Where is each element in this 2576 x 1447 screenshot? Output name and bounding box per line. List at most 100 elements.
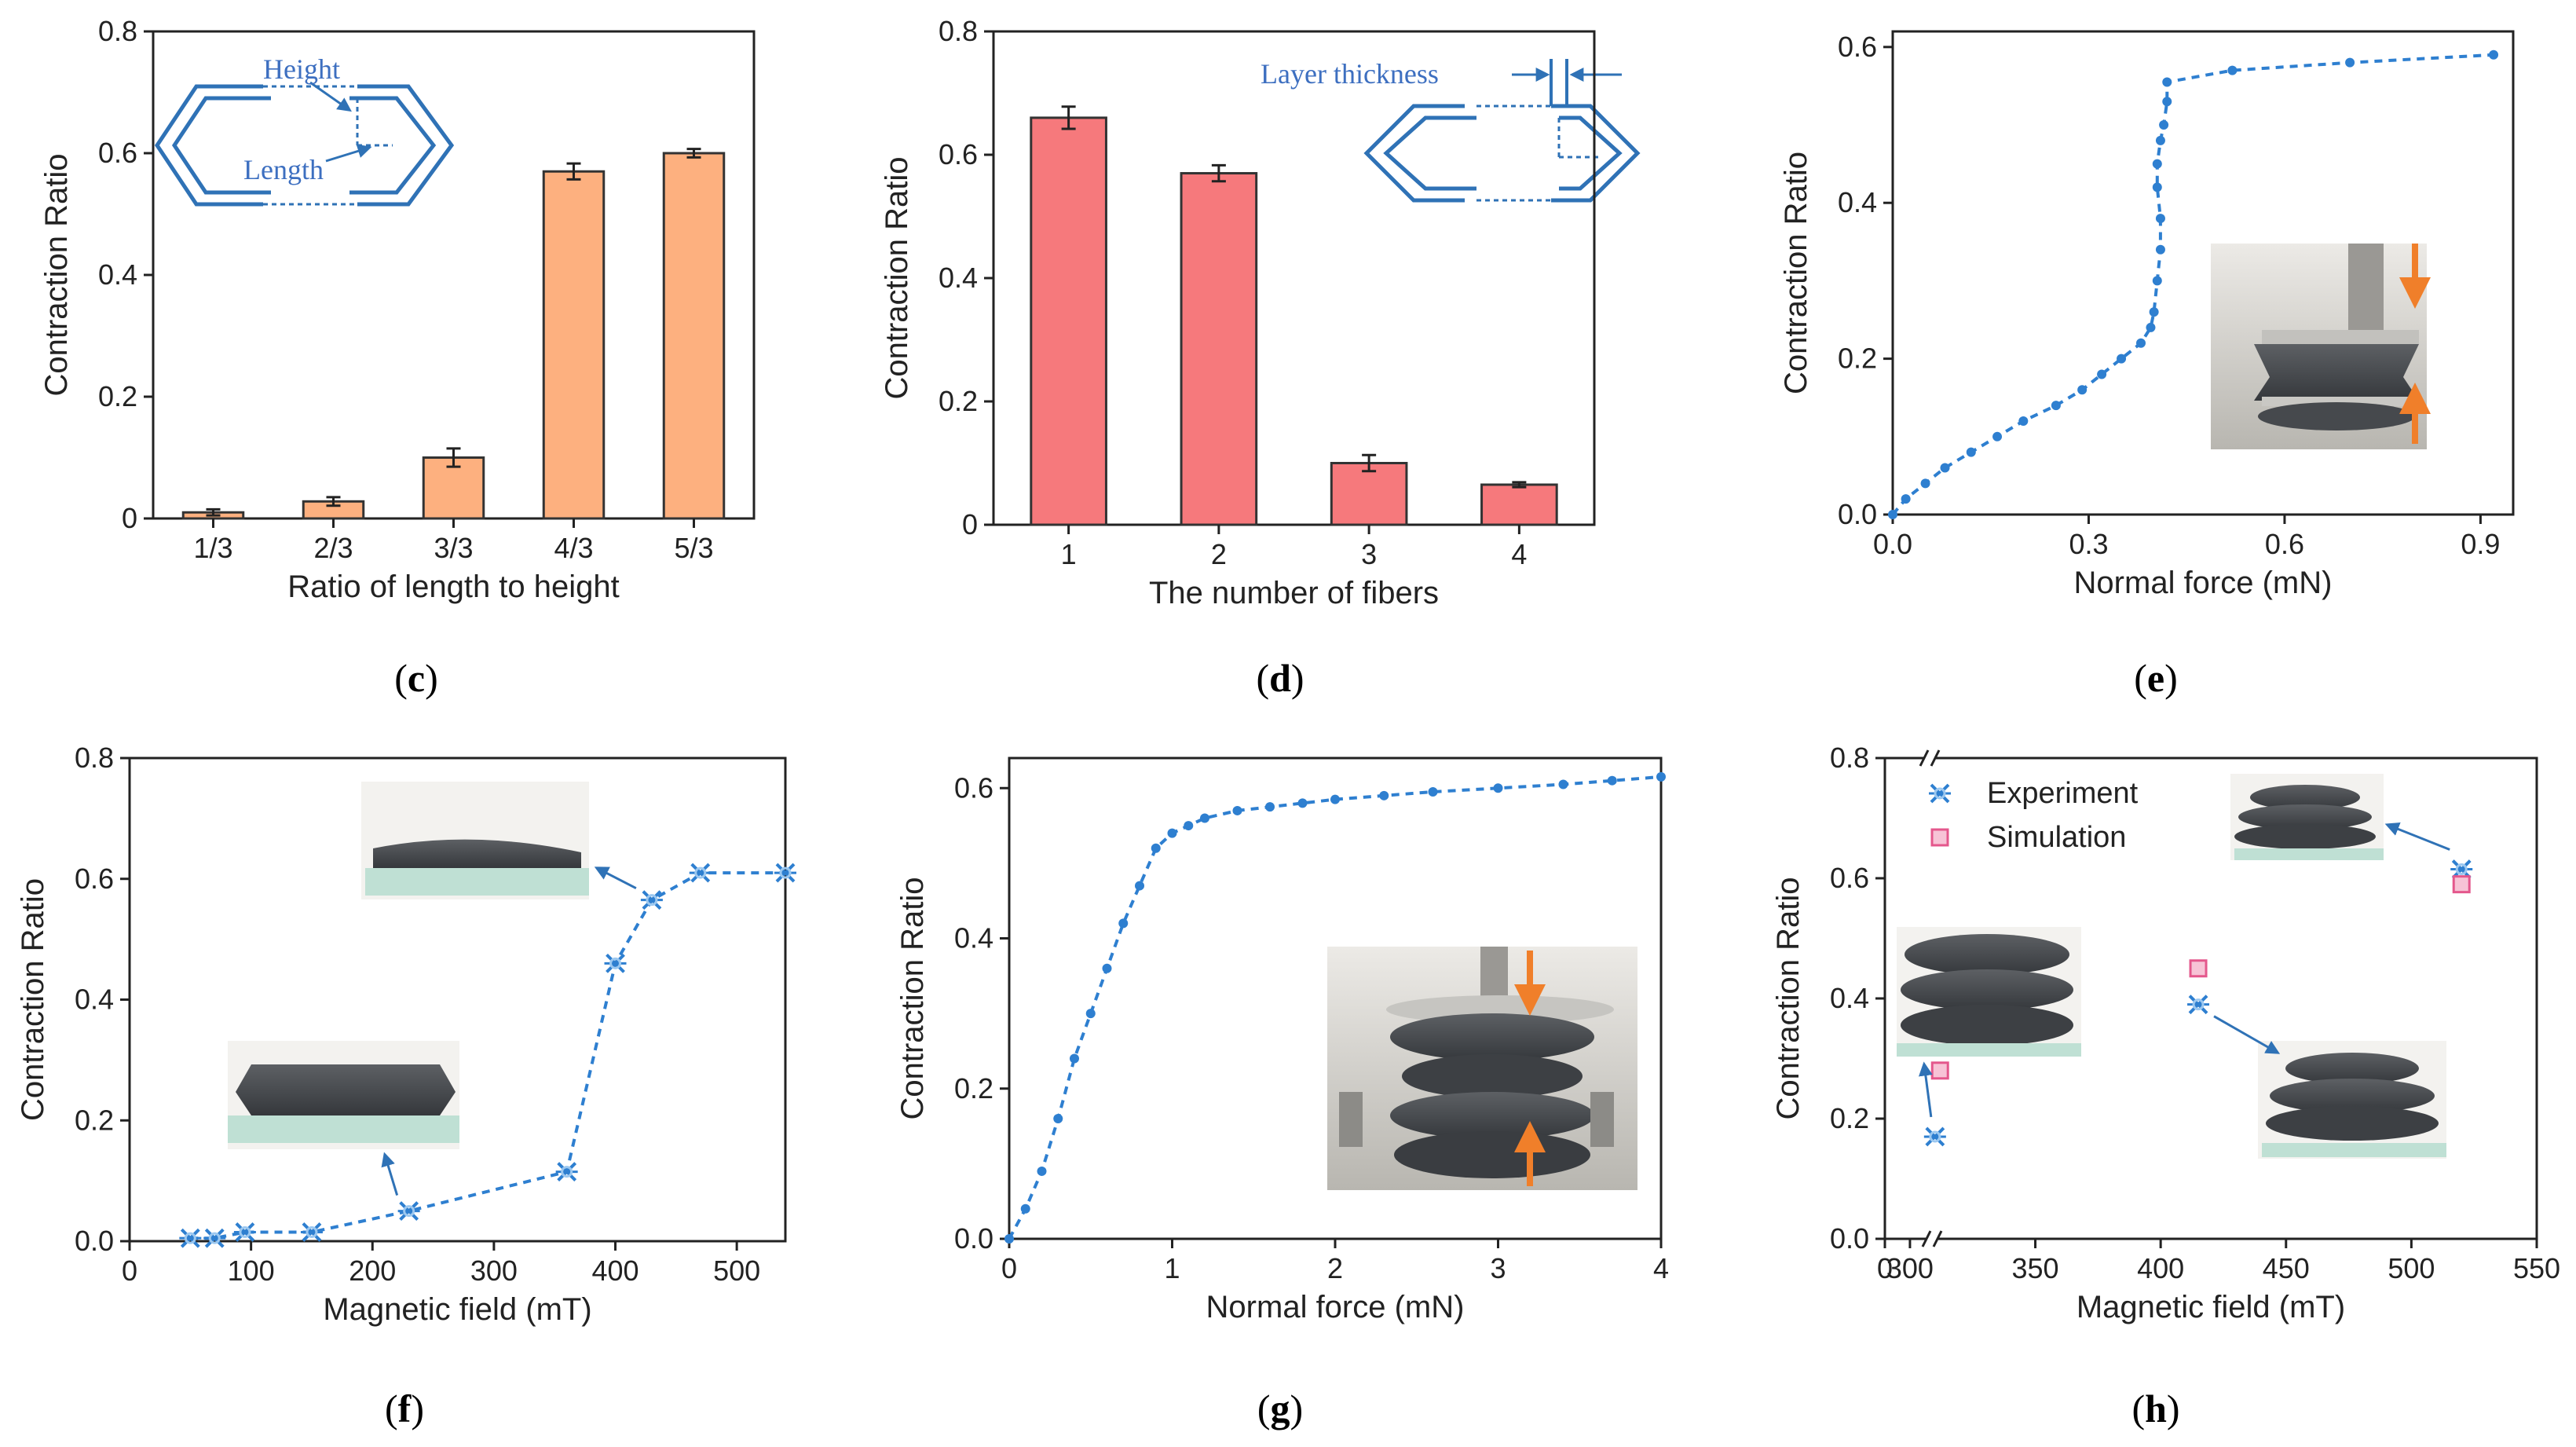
bar-d [1030,116,1107,526]
x-tick-label-h: 500 [2388,1252,2435,1284]
y-tick-label-f: 0.4 [75,984,114,1016]
data-point-g [1379,790,1389,800]
axis-break-mark [1919,749,1930,767]
x-tick-label-g: 3 [1490,1252,1506,1284]
y-tick-label-g: 0.2 [954,1072,993,1104]
sample-photo-h-left [1897,927,2081,1057]
y-axis-label-h: Contraction Ratio [1771,877,1806,1119]
y-axis-label-e: Contraction Ratio [1779,152,1813,394]
y-tick-label-d: 0.2 [939,385,978,417]
x-tick-label-f: 0 [122,1255,137,1287]
chart-g: 0.0 0.2 0.4 0.6 Contraction Ratio Normal forc… [895,756,1669,1324]
marker-f [239,1225,251,1238]
y-tick-label-f: 0.0 [75,1225,114,1257]
pointer-arrow-f [381,1152,399,1196]
data-point-e [1992,431,2003,441]
chevron-diagram: Height Length [154,53,455,207]
data-point-g [1053,1114,1063,1123]
y-tick-label-g: 0.6 [954,771,993,804]
data-point-g [1656,771,1666,782]
y-tick-label-h: 0.8 [1830,742,1869,774]
x-tick-label-c: 1/3 [193,532,232,564]
panel-c: Height Length [154,53,455,207]
x-tick-label-f: 400 [591,1255,639,1287]
chart-h: 0.0 0.2 0.4 0.6 0.8 Contraction Ratio Magnetic… [1771,742,2560,1324]
sample-photo-h-top [2230,774,2384,860]
bar-c [662,152,726,520]
x-tick-label-c: 3/3 [434,532,473,564]
height-label: Height [263,53,340,85]
marker-f [403,1205,415,1218]
x-tick-label-h: 350 [2011,1252,2058,1284]
y-tick-label-e: 0.2 [1838,343,1877,375]
x-tick-label-f: 300 [470,1255,518,1287]
y-tick-label-g: 0.0 [954,1222,993,1255]
data-point-e [2227,65,2238,75]
data-point-e [2152,182,2162,192]
data-point-g [1004,1234,1014,1244]
data-point-e [2162,97,2172,107]
legend-simulation: Simulation [1987,821,2126,854]
marker-f [694,866,707,879]
marker-f [184,1232,196,1244]
panel-caption-g: (g) [1257,1387,1303,1431]
sample-photo-h-right [2258,1041,2446,1159]
chart-c: 0 0.2 0.4 0.6 0.8 Contraction Ratio Ratio of l… [39,15,756,604]
marker-h [2455,863,2468,876]
bar-d [1480,483,1558,526]
data-point-e [2162,77,2172,87]
pointer-arrow-h [2384,822,2450,851]
x-tick-label-e: 0.6 [2265,528,2304,560]
y-tick-label-d: 0.4 [939,262,978,294]
data-point-g [1167,828,1177,838]
marker-h [2192,998,2205,1011]
data-point-g [1070,1053,1079,1064]
legend-experiment: Experiment [1987,777,2139,810]
x-tick-label-d: 2 [1211,538,1227,570]
x-tick-label-f: 500 [713,1255,760,1287]
data-point-e [2018,416,2029,426]
axis-break-mark [1932,1230,1943,1247]
data-point-g [1184,821,1194,831]
data-point-g [1330,794,1340,804]
data-point-e [1966,447,1976,457]
pointer-arrow-h [1918,1061,1933,1118]
bar-c [542,170,606,520]
data-point-e [2097,369,2107,379]
x-tick-label-c: 2/3 [313,532,353,564]
data-point-g [1037,1166,1047,1176]
y-tick-label-c: 0.6 [98,137,137,169]
axis-break-mark [1930,749,1941,767]
y-tick-label-c: 0.8 [98,15,137,47]
marker-f [779,866,792,879]
marker-f [208,1232,221,1244]
sample-photo-f-high [361,782,589,899]
series-line-e [1891,53,2494,516]
pointer-arrow-h [2213,1015,2281,1054]
sim-marker-h [2452,875,2471,894]
y-tick-label-h: 0.2 [1830,1102,1869,1134]
chart-d: 0 0.2 0.4 0.6 0.8 Contraction Ratio The number… [880,15,1596,610]
y-tick-label-c: 0 [122,502,137,534]
x-axis-label-c: Ratio of length to height [287,570,620,604]
y-tick-label-e: 0.4 [1838,186,1877,218]
y-tick-label-e: 0.6 [1838,31,1877,63]
layer-diagram: Layer thickness [1261,58,1641,203]
x-tick-label-h: 0 [1877,1252,1893,1284]
x-tick-label-h: 400 [2137,1252,2184,1284]
sample-photo-f-low [228,1041,459,1149]
data-point-g [1200,813,1209,823]
series-line-f [190,871,785,1240]
bar-d [1180,172,1258,526]
panel-caption-c: (c) [394,656,438,700]
data-point-e [2489,49,2499,60]
data-point-e [2136,338,2146,348]
chart-e: 0.0 0.2 0.4 0.6 Contraction Ratio Normal forc… [1779,30,2515,600]
data-point-e [2051,401,2061,411]
x-tick-label-c: 4/3 [554,532,593,564]
data-point-g [1607,775,1617,786]
charts: 0 0.2 0.4 0.6 0.8 Contraction Ratio Ratio of l… [16,15,2560,1327]
x-axis-label-g: Normal force (mN) [1206,1290,1465,1324]
marker-f [609,957,622,969]
